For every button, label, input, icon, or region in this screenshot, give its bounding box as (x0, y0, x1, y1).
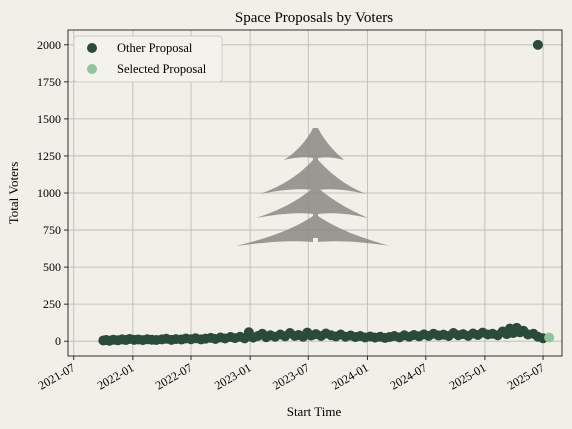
legend-label-selected: Selected Proposal (117, 62, 207, 76)
tree-watermark (236, 128, 390, 246)
legend-marker-selected (87, 64, 97, 74)
y-tick-label: 1250 (37, 149, 61, 163)
point-selected-proposal[interactable] (544, 332, 555, 343)
tree-tier-1-left (284, 128, 313, 160)
tree-tier-4-left (236, 216, 313, 246)
tree-tier-2-left (260, 160, 313, 194)
y-tick-label: 0 (55, 334, 61, 348)
y-tick-label: 250 (43, 297, 61, 311)
legend-marker-other (87, 43, 97, 53)
y-tick-label: 1500 (37, 112, 61, 126)
tree-tier-1-right (318, 128, 344, 160)
point-other-proposal[interactable] (532, 39, 543, 50)
legend-box (73, 35, 223, 83)
x-axis-label: Start Time (287, 404, 342, 419)
tree-tier-3-right (318, 188, 368, 218)
legend-label-other: Other Proposal (117, 41, 193, 55)
tree-trunk (313, 128, 318, 238)
y-axis-label: Total Voters (6, 162, 21, 225)
y-tick-label: 2000 (37, 38, 61, 52)
y-tick-label: 1750 (37, 75, 61, 89)
scatter-points (98, 39, 555, 346)
tree-tier-2-right (318, 160, 366, 194)
tree-tier-3-left (256, 188, 313, 218)
legend: Other Proposal Selected Proposal (73, 35, 223, 83)
y-tick-label: 750 (43, 223, 61, 237)
y-tick-label: 500 (43, 260, 61, 274)
chart-title: Space Proposals by Voters (235, 10, 393, 26)
tree-tier-4-right (318, 216, 390, 246)
y-tick-label: 1000 (37, 186, 61, 200)
